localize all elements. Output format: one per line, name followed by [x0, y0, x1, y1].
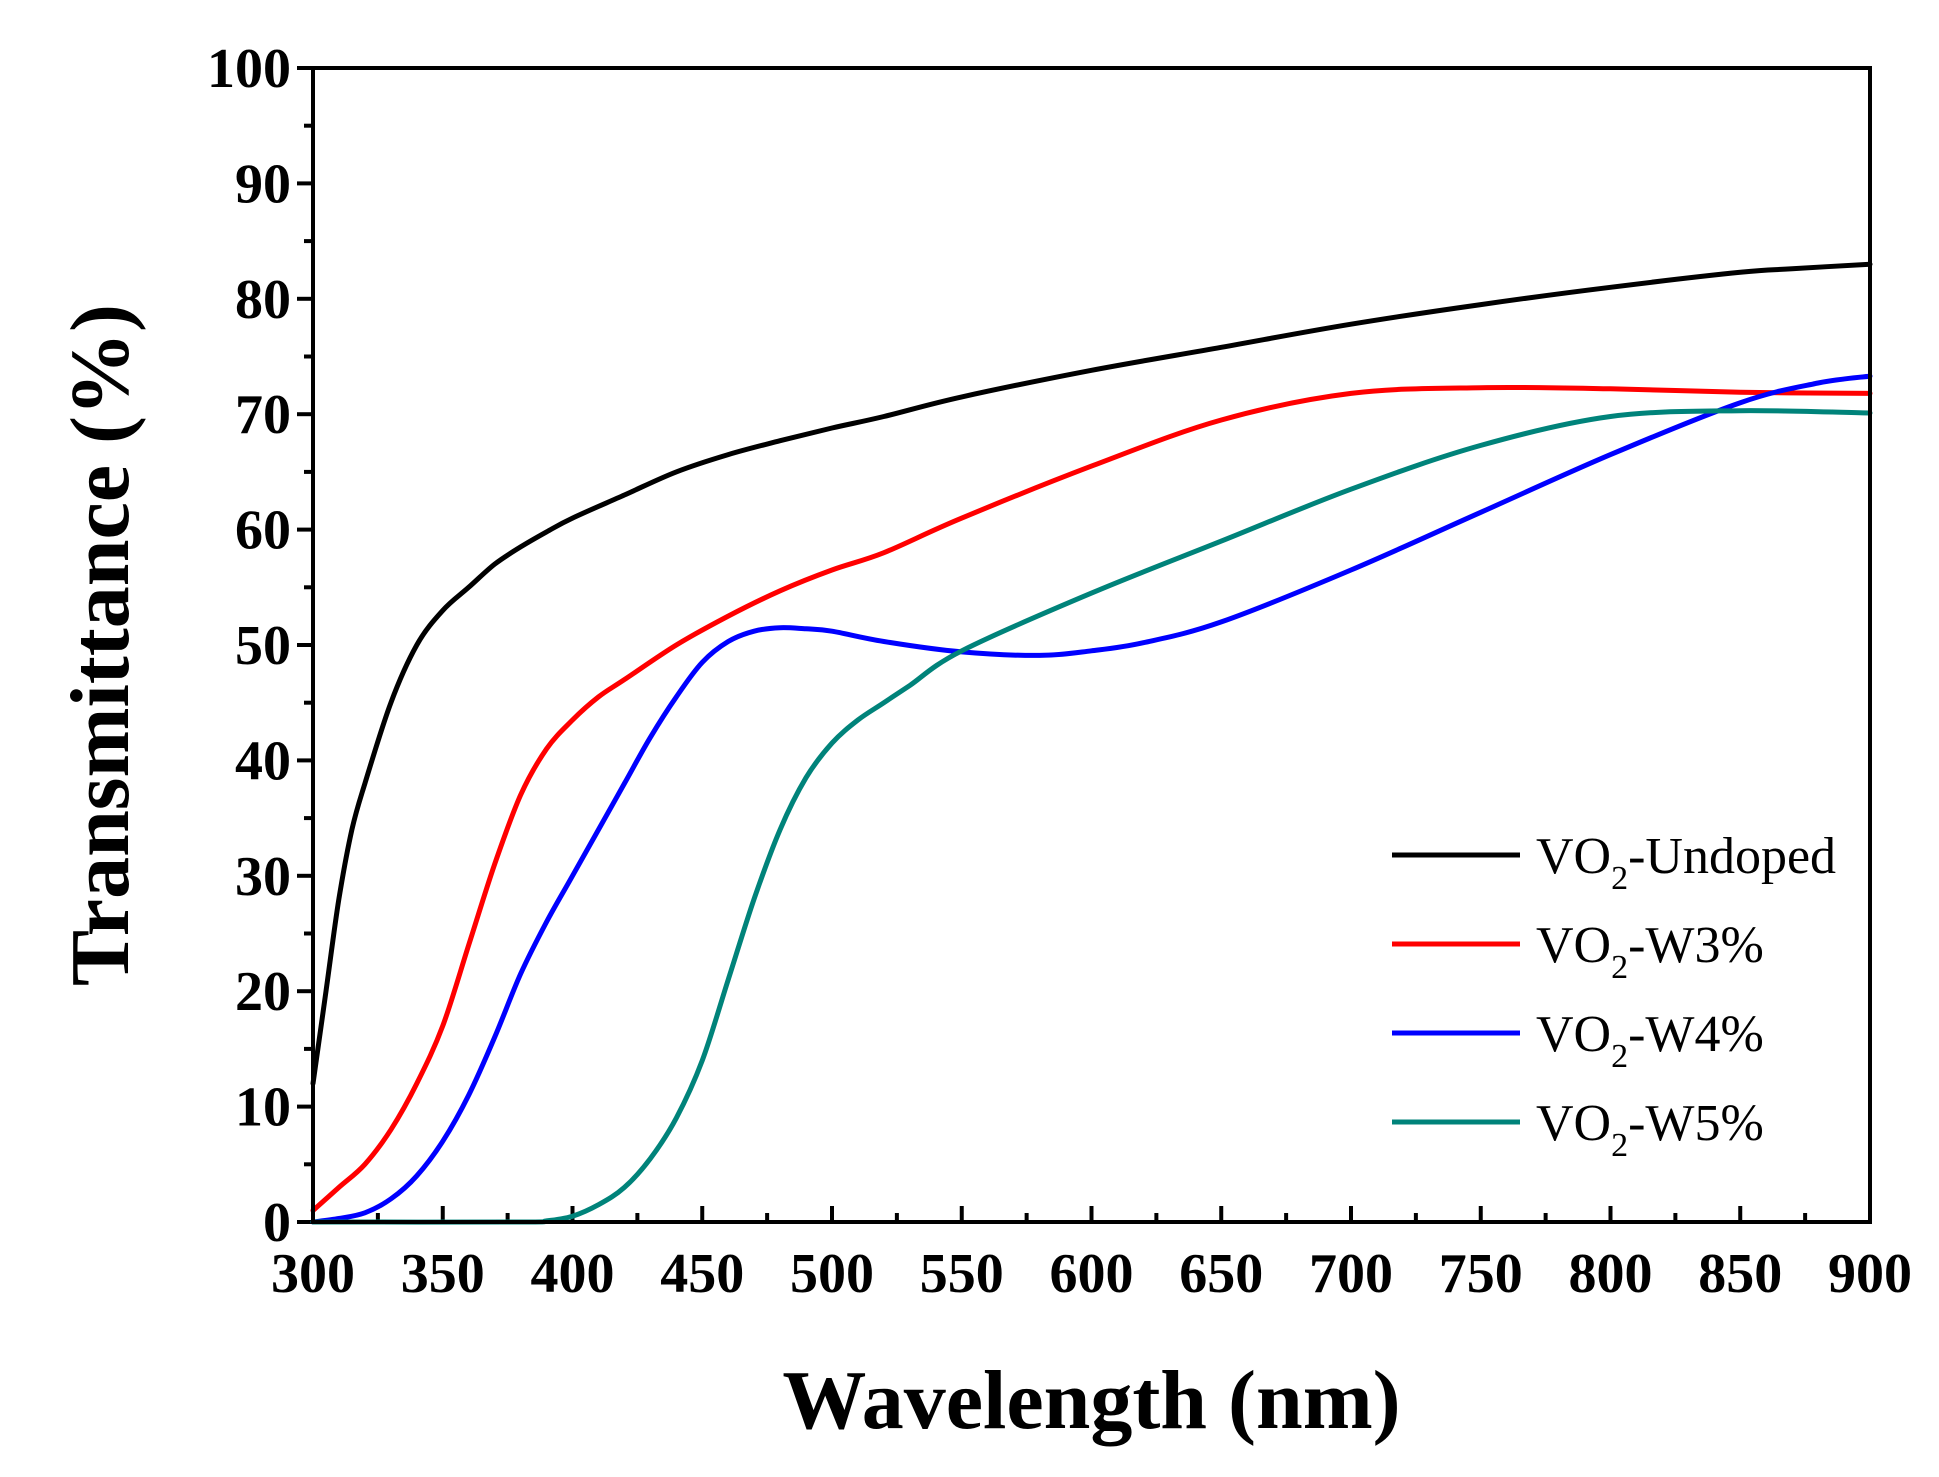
plot-frame — [311, 66, 1872, 1224]
legend-label-subscript: 2 — [1611, 949, 1628, 986]
y-tick-label: 50 — [235, 615, 291, 677]
legend-label-main: VO — [1536, 917, 1611, 974]
legend-label-suffix: -W5% — [1628, 1095, 1764, 1152]
legend-label-subscript: 2 — [1611, 1038, 1628, 1075]
series-lines — [310, 261, 1873, 1225]
x-tick-label: 750 — [1439, 1243, 1523, 1305]
x-tick-label: 450 — [660, 1243, 744, 1305]
y-tick-label: 100 — [207, 38, 291, 100]
legend-label-suffix: -W4% — [1628, 1006, 1764, 1063]
legend-label-main: VO — [1536, 1006, 1611, 1063]
y-tick-label: 30 — [235, 846, 291, 908]
legend-label-2: VO2-W3% — [1536, 917, 1764, 986]
y-tick-label: 80 — [235, 269, 291, 331]
x-tick-labels: 300 350 400 450 500 550 600 650 700 750 800 850 900 — [271, 1243, 1912, 1305]
legend-label-suffix: -W3% — [1628, 917, 1764, 974]
y-tick-label: 0 — [263, 1192, 291, 1254]
y-tick-label: 40 — [235, 730, 291, 792]
x-tick-label: 400 — [531, 1243, 615, 1305]
x-tick-label: 300 — [271, 1243, 355, 1305]
legend-label-main: VO — [1536, 828, 1611, 885]
y-tick-labels: 0 10 20 30 40 50 60 70 80 90 100 — [207, 38, 291, 1254]
x-tick-label: 800 — [1569, 1243, 1653, 1305]
x-tick-label: 650 — [1179, 1243, 1263, 1305]
y-axis-title: Transmittance (%) — [54, 304, 147, 986]
y-tick-label: 70 — [235, 384, 291, 446]
legend-label-4: VO2-W5% — [1536, 1095, 1764, 1164]
legend-label-main: VO — [1536, 1095, 1611, 1152]
x-tick-label: 900 — [1828, 1243, 1912, 1305]
y-tick-label: 60 — [235, 500, 291, 562]
x-tick-label: 850 — [1698, 1243, 1782, 1305]
series-line-1 — [310, 261, 1873, 1086]
x-tick-label: 600 — [1050, 1243, 1134, 1305]
legend-label-subscript: 2 — [1611, 1127, 1628, 1164]
series-line-2 — [310, 384, 1873, 1213]
y-tick-label: 90 — [235, 153, 291, 215]
legend-label-1: VO2-Undoped — [1536, 828, 1836, 897]
y-tick-label: 20 — [235, 961, 291, 1023]
series-line-3 — [310, 373, 1873, 1225]
x-tick-label: 700 — [1309, 1243, 1393, 1305]
legend-label-subscript: 2 — [1611, 860, 1628, 897]
x-tick-label: 500 — [790, 1243, 874, 1305]
x-tick-label: 550 — [920, 1243, 1004, 1305]
series-line-4 — [310, 408, 1873, 1225]
x-tick-label: 350 — [401, 1243, 485, 1305]
legend-label-3: VO2-W4% — [1536, 1006, 1764, 1075]
y-tick-label: 10 — [235, 1077, 291, 1139]
legend-label-suffix: -Undoped — [1628, 828, 1836, 885]
x-axis-title: Wavelength (nm) — [782, 1354, 1400, 1447]
